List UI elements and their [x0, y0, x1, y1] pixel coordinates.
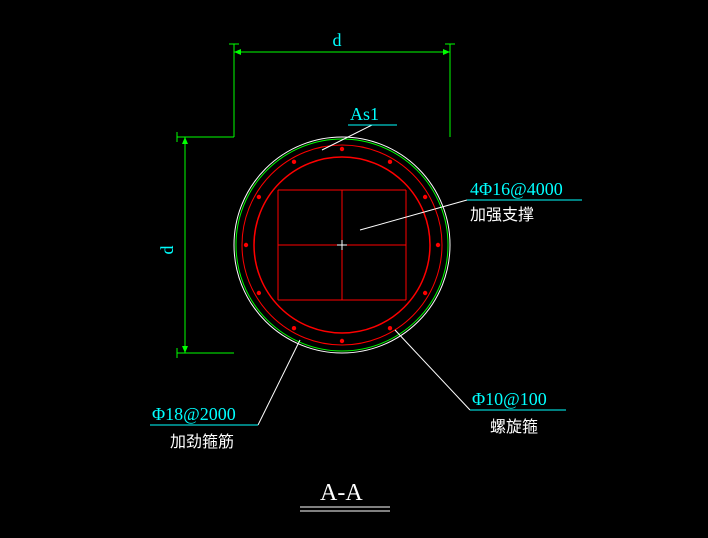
- svg-text:As1: As1: [350, 104, 379, 124]
- svg-text:d: d: [157, 246, 177, 255]
- svg-text:加劲箍筋: 加劲箍筋: [170, 433, 234, 451]
- svg-text:螺旋箍: 螺旋箍: [490, 418, 538, 436]
- svg-text:加强支撑: 加强支撑: [470, 206, 534, 224]
- svg-text:A-A: A-A: [320, 480, 363, 506]
- svg-text:Φ18@2000: Φ18@2000: [152, 404, 236, 424]
- svg-text:Φ10@100: Φ10@100: [472, 389, 547, 409]
- section-drawing-a-a: d d As1 4Φ16@4000 加强支撑 Φ10@100 螺旋箍 Φ18@2000 加劲箍筋…: [0, 0, 708, 538]
- svg-text:d: d: [333, 30, 342, 50]
- svg-text:4Φ16@4000: 4Φ16@4000: [470, 179, 563, 199]
